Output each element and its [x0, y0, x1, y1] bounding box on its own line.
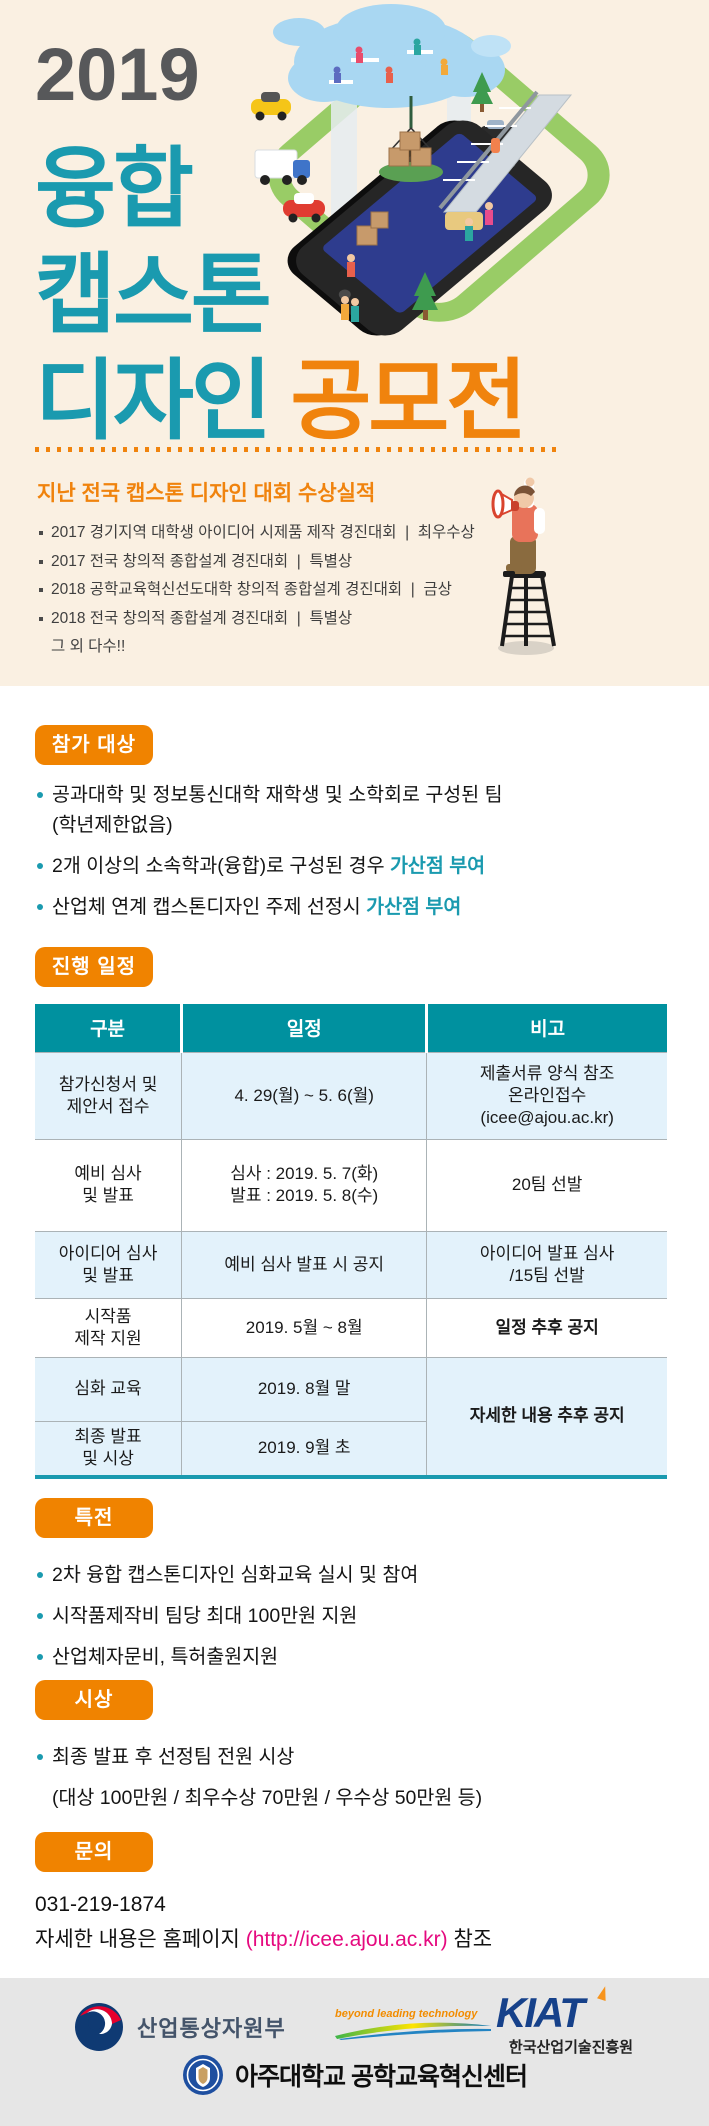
- kiat-tagline: beyond leading technology: [335, 2008, 478, 2020]
- poster-title: 2019 융합 캡스톤 디자인 공모전: [35, 33, 527, 454]
- cell-category: 시작품 제작 지원: [35, 1297, 183, 1358]
- list-item: 2개 이상의 소속학과(융합)로 구성된 경우 가산점 부여: [35, 851, 674, 881]
- ajou-emblem-icon: [183, 2055, 224, 2095]
- dotted-divider: [35, 447, 563, 452]
- section-badge-contact: 문의: [35, 1832, 153, 1872]
- prizes-list: 최종 발표 후 선정팀 전원 시상: [35, 1742, 674, 1772]
- list-item: 시작품제작비 팀당 최대 100만원 지원: [35, 1601, 674, 1631]
- list-item: 최종 발표 후 선정팀 전원 시상: [35, 1742, 674, 1772]
- list-item: 산업체자문비, 특허출원지원: [35, 1642, 674, 1672]
- cell-category: 아이디어 심사 및 발표: [35, 1230, 183, 1299]
- hero-section: 2019 융합 캡스톤 디자인 공모전 지난 전국 캡스톤 디자인 대회 수상실…: [0, 0, 709, 686]
- list-item: 산업체 연계 캡스톤디자인 주제 선정시 가산점 부여: [35, 892, 674, 922]
- list-item: 2차 융합 캡스톤디자인 심화교육 실시 및 참여: [35, 1560, 674, 1590]
- tree-icons: [412, 72, 493, 320]
- table-row: 최종 발표 및 시상 2019. 9월 초: [35, 1420, 667, 1478]
- motie-logo-icon: [75, 2003, 123, 2051]
- cell-note: 제출서류 양식 참조 온라인접수 (icee@ajou.ac.kr): [426, 1051, 667, 1140]
- kiat-swoosh-icon: [335, 2022, 491, 2040]
- kiat-logo-block: beyond leading technology KIAT 한국산업기술진흥원: [333, 1978, 663, 2073]
- red-car-icon: [283, 193, 325, 223]
- cell-date: 심사 : 2019. 5. 7(화) 발표 : 2019. 5. 8(수): [181, 1138, 428, 1232]
- column-header: 비고: [425, 1004, 667, 1052]
- schedule-section: 진행 일정 구분 일정 비고 참가신청서 및 제안서 접수 4. 29(월) ~…: [35, 947, 674, 1479]
- yellow-car-icon: [251, 92, 291, 121]
- cell-note: 일정 추후 공지: [426, 1297, 667, 1358]
- column-header: 구분: [35, 1004, 182, 1052]
- contact-phone: 031-219-1874: [35, 1893, 166, 1916]
- cell-date: 2019. 9월 초: [181, 1420, 427, 1478]
- title-year: 2019: [35, 33, 200, 116]
- cell-category: 참가신청서 및 제안서 접수: [35, 1051, 183, 1140]
- kiat-subtitle: 한국산업기술진흥원: [508, 2039, 634, 2056]
- title-line2: 캡스톤: [35, 245, 272, 344]
- cell-date: 2019. 8월 말: [181, 1356, 428, 1422]
- megaphone-person-illustration: [491, 477, 556, 655]
- cell-date: 4. 29(월) ~ 5. 6(월): [181, 1051, 428, 1140]
- list-item: 2018 공학교육혁신선도대학 창의적 종합설계 경진대회 | 금상: [37, 576, 617, 605]
- cell-note: 자세한 내용 추후 공지: [426, 1356, 667, 1478]
- prizes-section: 시상 최종 발표 후 선정팀 전원 시상 (대상 100만원 / 최우수상 70…: [35, 1680, 674, 1813]
- benefits-list: 2차 융합 캡스톤디자인 심화교육 실시 및 참여 시작품제작비 팀당 최대 1…: [35, 1560, 674, 1672]
- contact-section: 문의 031-219-1874 자세한 내용은 홈페이지 (http://ice…: [35, 1832, 674, 1958]
- list-item: 공과대학 및 정보통신대학 재학생 및 소학회로 구성된 팀 (학년제한없음): [35, 780, 674, 840]
- cell-note: 20팀 선발: [426, 1138, 667, 1232]
- schedule-table: 구분 일정 비고 참가신청서 및 제안서 접수 4. 29(월) ~ 5. 6(…: [35, 1004, 667, 1479]
- title-line3: 디자인 공모전: [35, 351, 527, 450]
- table-row: 예비 심사 및 발표 심사 : 2019. 5. 7(화) 발표 : 2019.…: [35, 1138, 667, 1232]
- benefits-section: 특전 2차 융합 캡스톤디자인 심화교육 실시 및 참여 시작품제작비 팀당 최…: [35, 1498, 674, 1683]
- title-line1: 융합: [35, 139, 194, 238]
- motie-logo-block: 산업통상자원부: [74, 2002, 286, 2052]
- table-row: 참가신청서 및 제안서 접수 4. 29(월) ~ 5. 6(월) 제출서류 양…: [35, 1051, 667, 1140]
- table-row: 시작품 제작 지원 2019. 5월 ~ 8월 일정 추후 공지: [35, 1297, 667, 1358]
- cell-date: 예비 심사 발표 시 공지: [181, 1230, 428, 1299]
- past-awards-heading: 지난 전국 캡스톤 디자인 대회 수상실적: [37, 482, 376, 505]
- participation-list: 공과대학 및 정보통신대학 재학생 및 소학회로 구성된 팀 (학년제한없음) …: [35, 780, 674, 922]
- participation-section: 참가 대상 공과대학 및 정보통신대학 재학생 및 소학회로 구성된 팀 (학년…: [35, 725, 674, 933]
- crane-boxes: [379, 96, 443, 182]
- list-item: 2018 전국 창의적 종합설계 경진대회 | 특별상: [37, 605, 617, 634]
- past-awards-section: 지난 전국 캡스톤 디자인 대회 수상실적 2017 경기지역 대학생 아이디어…: [37, 477, 617, 662]
- prize-detail: (대상 100만원 / 최우수상 70만원 / 우수상 50만원 등): [52, 1787, 483, 1809]
- column-header: 일정: [180, 1004, 427, 1052]
- main-content: 참가 대상 공과대학 및 정보통신대학 재학생 및 소학회로 구성된 팀 (학년…: [0, 686, 709, 1978]
- table-row: 심화 교육 2019. 8월 말 자세한 내용 추후 공지: [35, 1356, 667, 1478]
- cell-category: 심화 교육: [35, 1356, 183, 1422]
- list-item: 2017 전국 창의적 종합설계 경진대회 | 특별상: [37, 548, 617, 577]
- cell-note: 아이디어 발표 심사 /15팀 선발: [426, 1230, 667, 1299]
- cell-date: 2019. 5월 ~ 8월: [181, 1297, 428, 1358]
- table-row: 아이디어 심사 및 발표 예비 심사 발표 시 공지 아이디어 발표 심사 /1…: [35, 1230, 667, 1299]
- section-badge-benefits: 특전: [35, 1498, 153, 1538]
- list-item: 2017 경기지역 대학생 아이디어 시제품 제작 경진대회 | 최우수상: [37, 519, 617, 548]
- kiat-wordmark: KIAT: [496, 1989, 585, 2036]
- cloud-office: [288, 4, 505, 108]
- kiat-apostrophe-icon: [597, 1984, 610, 2002]
- section-badge-prizes: 시상: [35, 1680, 153, 1720]
- table-header-row: 구분 일정 비고: [35, 1004, 667, 1052]
- cell-category: 최종 발표 및 시상: [35, 1420, 183, 1478]
- section-badge-schedule: 진행 일정: [35, 947, 153, 987]
- hero-illustration: [251, 4, 610, 336]
- motie-label: 산업통상자원부: [137, 2016, 286, 2041]
- past-awards-note: 그 외 다수!!: [51, 638, 126, 655]
- cell-category: 예비 심사 및 발표: [35, 1138, 183, 1232]
- contact-homepage: 자세한 내용은 홈페이지 (http://icee.ajou.ac.kr) 참조: [35, 1928, 493, 1951]
- section-badge-participation: 참가 대상: [35, 725, 153, 765]
- footer: 산업통상자원부 beyond leading technology KIAT 한…: [0, 1978, 709, 2126]
- ajou-logo-block: 아주대학교 공학교육혁신센터: [0, 2054, 709, 2096]
- past-awards-list: 2017 경기지역 대학생 아이디어 시제품 제작 경진대회 | 최우수상 20…: [37, 519, 617, 633]
- homepage-link[interactable]: (http://icee.ajou.ac.kr): [245, 1928, 448, 1951]
- truck-icon: [254, 149, 310, 185]
- ajou-label: 아주대학교 공학교육혁신센터: [235, 2063, 528, 2091]
